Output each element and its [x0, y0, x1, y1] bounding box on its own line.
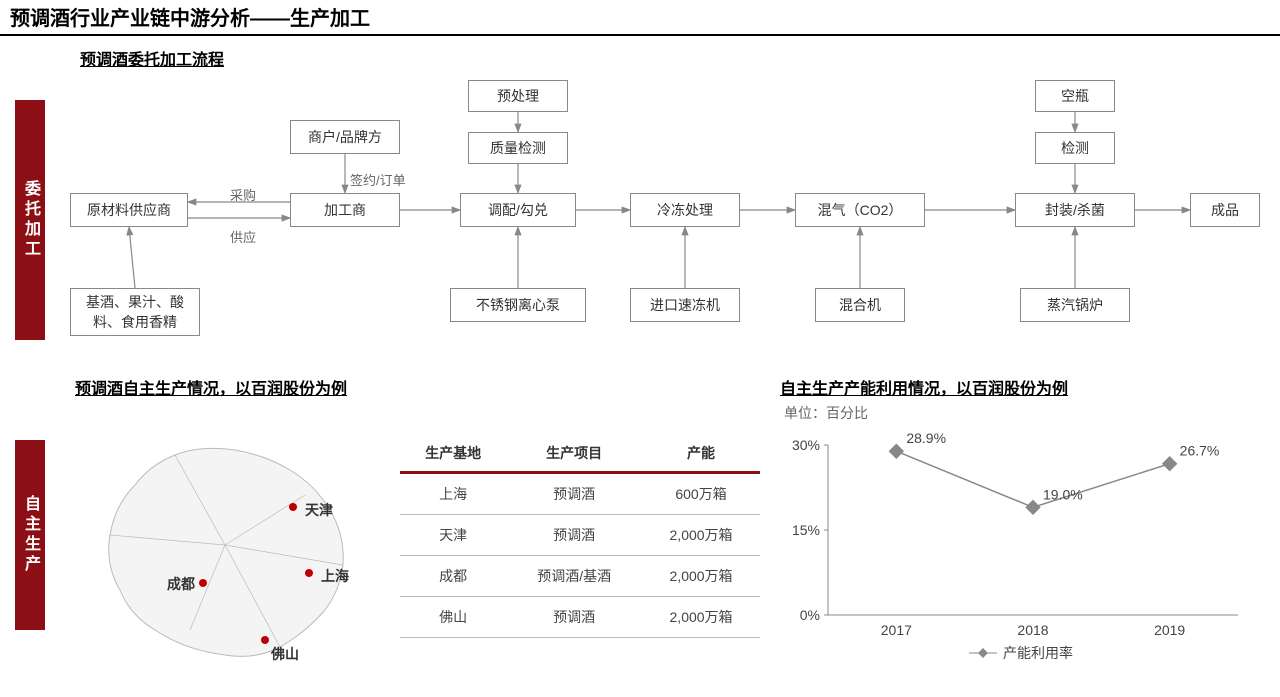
- svg-text:2019: 2019: [1154, 622, 1185, 638]
- node-supplier: 原材料供应商: [70, 193, 188, 227]
- city-label-天津: 天津: [305, 502, 333, 518]
- flowchart: 原材料供应商基酒、果汁、酸料、食用香精 商户/品牌方加工商 预处理质量检测调配/勾兑…: [60, 70, 1270, 350]
- page-title: 预调酒行业产业链中游分析——生产加工: [0, 0, 1280, 36]
- node-product: 成品: [1190, 193, 1260, 227]
- table-row: 上海预调酒600万箱: [400, 473, 760, 515]
- col-1: 生产项目: [506, 435, 642, 473]
- node-pump: 不锈钢离心泵: [450, 288, 586, 322]
- node-boiler: 蒸汽锅炉: [1020, 288, 1130, 322]
- city-label-上海: 上海: [321, 568, 349, 584]
- edge-label: 签约/订单: [350, 170, 406, 189]
- node-freeze: 冷冻处理: [630, 193, 740, 227]
- table-row: 成都预调酒/基酒2,000万箱: [400, 556, 760, 597]
- node-bottle: 空瓶: [1035, 80, 1115, 112]
- city-dot-上海: [305, 569, 313, 577]
- city-dot-天津: [289, 503, 297, 511]
- flow-section-title: 预调酒委托加工流程: [80, 46, 1280, 70]
- city-dot-成都: [199, 579, 207, 587]
- city-dot-佛山: [261, 636, 269, 644]
- svg-text:2017: 2017: [881, 622, 912, 638]
- node-pack: 封装/杀菌: [1015, 193, 1135, 227]
- node-qc: 质量检测: [468, 132, 568, 164]
- svg-text:30%: 30%: [792, 437, 820, 453]
- edge-label: 采购: [230, 185, 256, 204]
- svg-text:15%: 15%: [792, 522, 820, 538]
- node-inspect: 检测: [1035, 132, 1115, 164]
- utilization-chart: 自主生产产能利用情况，以百润股份为例 单位：百分比 0% 15% 30% 2017 20…: [780, 375, 1260, 675]
- side-label-flow: 委托加工: [15, 100, 45, 340]
- side-label-self: 自主生产: [15, 440, 45, 630]
- table-row: 佛山预调酒2,000万箱: [400, 597, 760, 638]
- node-materials: 基酒、果汁、酸料、食用香精: [70, 288, 200, 336]
- city-label-佛山: 佛山: [270, 646, 299, 662]
- node-pretreat: 预处理: [468, 80, 568, 112]
- node-processor: 加工商: [290, 193, 400, 227]
- chart-unit: 单位：百分比: [784, 403, 1260, 423]
- svg-text:26.7%: 26.7%: [1180, 443, 1220, 459]
- svg-text:产能利用率: 产能利用率: [1003, 645, 1073, 661]
- svg-text:0%: 0%: [800, 607, 820, 623]
- city-label-成都: 成都: [167, 576, 195, 592]
- edge-label: 供应: [230, 227, 256, 246]
- col-2: 产能: [642, 435, 760, 473]
- svg-text:28.9%: 28.9%: [906, 430, 946, 446]
- table-row: 天津预调酒2,000万箱: [400, 515, 760, 556]
- svg-text:19.0%: 19.0%: [1043, 486, 1083, 502]
- node-freezer: 进口速冻机: [630, 288, 740, 322]
- production-table: 生产基地生产项目产能 上海预调酒600万箱天津预调酒2,000万箱成都预调酒/基…: [400, 435, 760, 638]
- node-brand: 商户/品牌方: [290, 120, 400, 154]
- node-mixer: 混合机: [815, 288, 905, 322]
- node-blend: 调配/勾兑: [460, 193, 576, 227]
- col-0: 生产基地: [400, 435, 506, 473]
- svg-text:2018: 2018: [1017, 622, 1048, 638]
- chart-title: 自主生产产能利用情况，以百润股份为例: [780, 375, 1260, 399]
- node-gas: 混气（CO2）: [795, 193, 925, 227]
- china-map: 天津上海成都佛山: [75, 415, 385, 675]
- self-section-title: 预调酒自主生产情况，以百润股份为例: [75, 375, 347, 399]
